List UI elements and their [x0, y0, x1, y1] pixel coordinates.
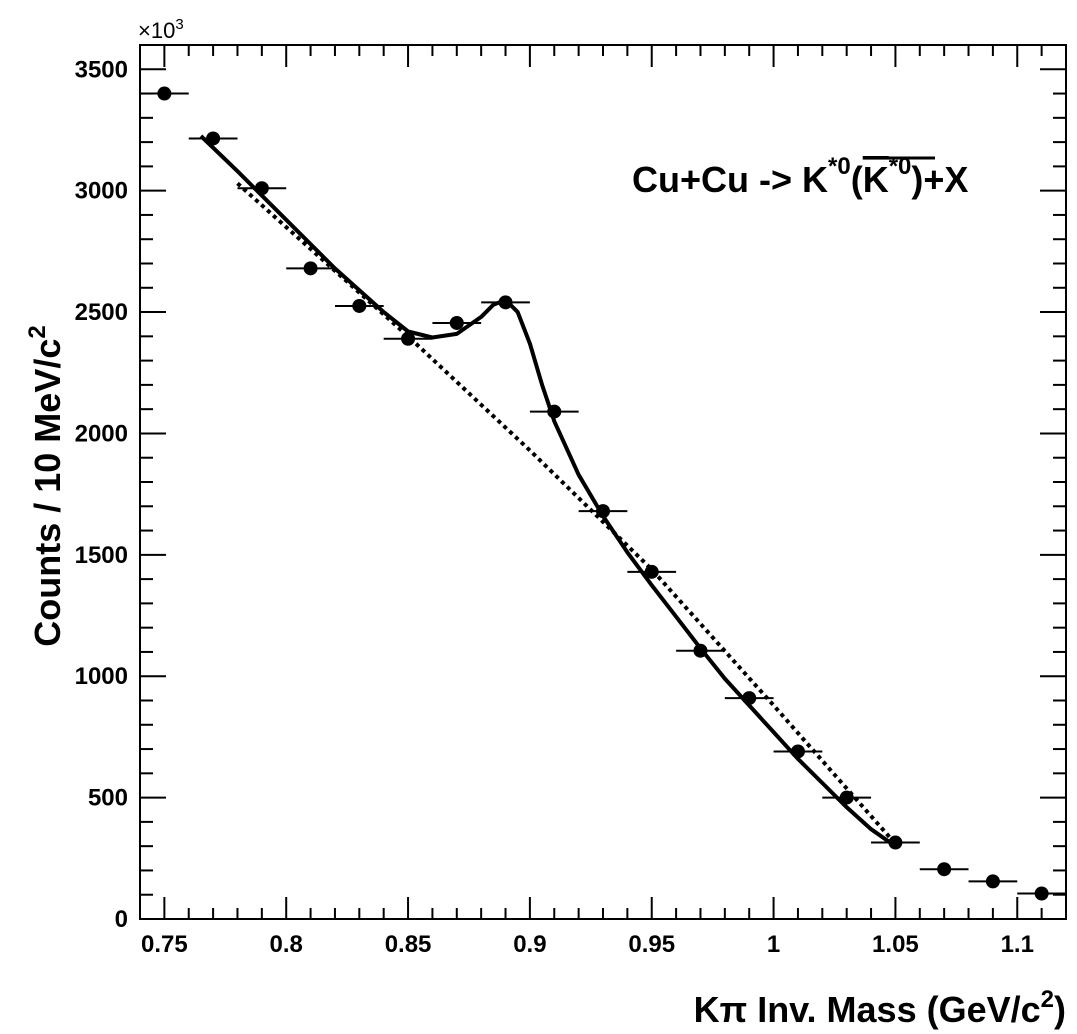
- axis-ticks: [139, 44, 1067, 920]
- y-tick-label: 3500: [75, 56, 128, 83]
- data-point: [644, 564, 659, 579]
- data-point: [254, 181, 269, 196]
- y-axis-label: Counts / 10 MeV/c2: [24, 325, 68, 646]
- signal-fit-curve: [199, 134, 897, 848]
- y-tick-label: 1000: [75, 663, 128, 690]
- curves: [199, 134, 897, 848]
- data-point: [790, 744, 805, 759]
- data-point: [498, 295, 513, 310]
- y-tick-label: 2500: [75, 299, 128, 326]
- data-point: [547, 404, 562, 419]
- data-points: [141, 86, 1065, 901]
- background-fit-curve: [236, 181, 897, 846]
- x-tick-label: 0.8: [270, 931, 303, 958]
- y-tick-label: 2000: [75, 420, 128, 447]
- data-point: [985, 874, 1000, 889]
- y-tick-label: 1500: [75, 542, 128, 569]
- x-tick-label: 1.05: [872, 931, 919, 958]
- data-point: [206, 131, 221, 146]
- y-tick-label: 0: [115, 906, 128, 933]
- data-point: [742, 691, 757, 706]
- data-point: [1034, 886, 1049, 901]
- data-point: [596, 504, 610, 519]
- tick-labels: 0.75 0.8 0.85 0.9 0.95 1 1.05 1.1 0 500 1000 1500 20…: [75, 56, 1034, 958]
- data-point: [888, 835, 903, 850]
- x-axis-label: Kπ Inv. Mass (GeV/c2): [694, 986, 1066, 1030]
- x-tick-label: 0.95: [628, 931, 675, 958]
- data-point: [303, 261, 318, 276]
- x-tick-label: 0.9: [513, 931, 546, 958]
- data-point: [401, 331, 416, 346]
- y-tick-label: 500: [88, 785, 128, 812]
- x-tick-label: 0.85: [385, 931, 432, 958]
- data-point: [352, 298, 367, 313]
- data-point: [937, 862, 952, 877]
- x-tick-label: 0.75: [141, 931, 188, 958]
- data-point: [157, 86, 172, 101]
- y-multiplier: ×103: [138, 16, 184, 43]
- data-point: [693, 643, 708, 658]
- data-point: [449, 315, 464, 330]
- data-point: [839, 790, 854, 805]
- x-tick-label: 1: [767, 931, 780, 958]
- reaction-annotation: Cu+Cu -> K*0(K*0)+X: [632, 153, 968, 200]
- x-tick-label: 1.1: [1001, 931, 1034, 958]
- y-tick-label: 3000: [75, 178, 128, 205]
